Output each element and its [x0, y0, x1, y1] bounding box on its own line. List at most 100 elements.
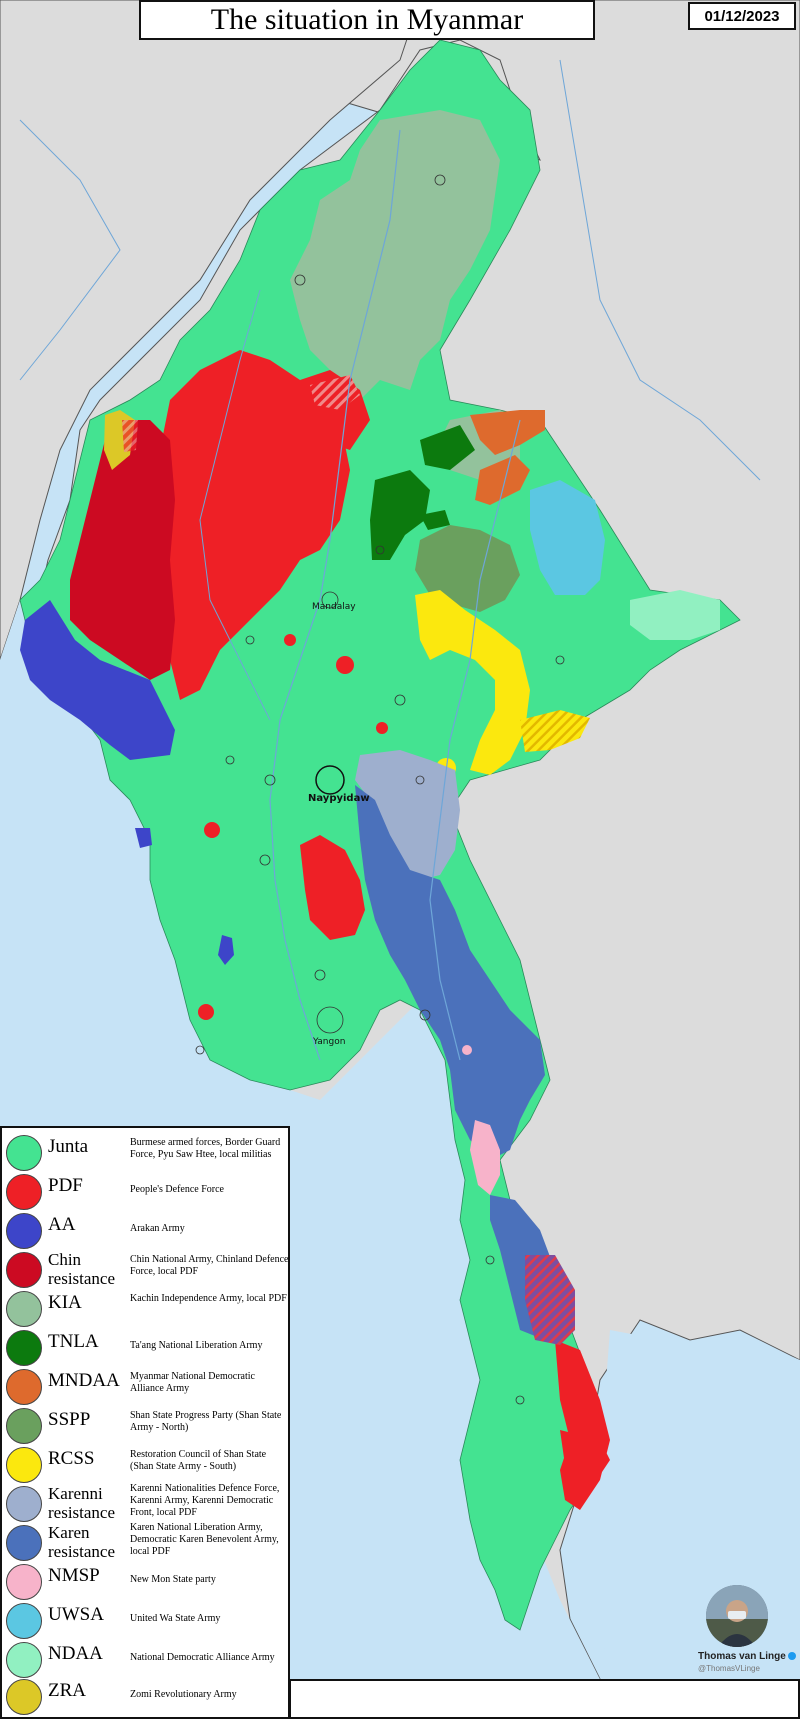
legend-swatch	[6, 1525, 42, 1561]
pdf-territory-south	[560, 1430, 610, 1500]
legend-swatch	[6, 1564, 42, 1600]
karenni-territory	[355, 750, 460, 880]
map-title: The situation in Myanmar	[139, 0, 595, 40]
pdf-territory-sagaing	[150, 350, 350, 700]
legend-item-ndaa: NDAA National Democratic Alliance Army	[2, 1641, 290, 1679]
legend-swatch	[6, 1447, 42, 1483]
legend-item-junta: Junta Burmese armed forces, Border Guard…	[2, 1134, 290, 1172]
chindwin-river	[199, 289, 271, 721]
pdf-pocket-1	[336, 656, 354, 674]
legend-name: Karen resistance	[48, 1523, 116, 1561]
nmsp-territory	[470, 1120, 500, 1195]
legend-item-chin-resistance: Chin resistance Chin National Army, Chin…	[2, 1250, 290, 1289]
verified-badge-icon	[787, 1652, 796, 1661]
author-handle: @ThomasVLinge	[698, 1664, 760, 1673]
legend-item-nmsp: NMSP New Mon State party	[2, 1563, 290, 1601]
legend-swatch	[6, 1252, 42, 1288]
neighbour-river-east	[559, 59, 761, 481]
pdf-territory-magway	[300, 835, 365, 940]
footer-box	[289, 1679, 800, 1719]
town-markers	[195, 174, 565, 1405]
legend-item-mndaa: MNDAA Myanmar National Democratic Allian…	[2, 1368, 290, 1406]
legend-item-uwsa: UWSA United Wa State Army	[2, 1602, 290, 1640]
legend-item-karen-resistance: Karen resistance Karen National Liberati…	[2, 1522, 290, 1562]
legend-item-karenni-resistance: Karenni resistance Karenni Nationalities…	[2, 1483, 290, 1523]
irrawaddy-river	[269, 129, 401, 1061]
legend-swatch	[6, 1330, 42, 1366]
rcss-territory	[415, 590, 530, 775]
legend-description: Zomi Revolutionary Army	[130, 1689, 237, 1700]
pdf-pocket-5	[376, 722, 388, 734]
legend-name: AA	[48, 1214, 76, 1235]
rcss-hatched-area	[520, 710, 590, 752]
legend: Junta Burmese armed forces, Border Guard…	[0, 1126, 290, 1719]
karen-hatched-area	[525, 1255, 575, 1345]
aa-pocket-1	[218, 935, 234, 965]
uwsa-territory	[530, 480, 605, 595]
legend-swatch	[6, 1642, 42, 1678]
nmsp-pocket	[462, 1045, 472, 1055]
zra-hatched-area	[122, 420, 138, 452]
mandalay-label: Mandalay	[312, 602, 356, 612]
legend-swatch	[6, 1291, 42, 1327]
mndaa-territory	[470, 410, 545, 455]
neighbour-river-west	[19, 119, 121, 381]
legend-item-pdf: PDF People's Defence Force	[2, 1173, 290, 1211]
tnla-territory-north	[420, 425, 475, 470]
legend-item-kia: KIA Kachin Independence Army, local PDF	[2, 1290, 290, 1328]
legend-name: RCSS	[48, 1448, 95, 1469]
naypyidaw-marker	[315, 765, 345, 795]
avatar	[706, 1585, 768, 1647]
legend-description: Karen National Liberation Army, Democrat…	[130, 1522, 279, 1557]
author-name-text: Thomas van Linge	[698, 1651, 786, 1662]
legend-name: SSPP	[48, 1409, 91, 1430]
legend-name: TNLA	[48, 1331, 99, 1352]
legend-item-rcss: RCSS Restoration Council of Shan State (…	[2, 1446, 290, 1484]
legend-name: MNDAA	[48, 1370, 120, 1391]
tnla-territory-east	[420, 510, 450, 530]
legend-swatch	[6, 1174, 42, 1210]
legend-swatch	[6, 1408, 42, 1444]
sspp-territory	[415, 525, 520, 612]
chin-resistance-territory	[70, 420, 175, 680]
legend-swatch	[6, 1369, 42, 1405]
legend-name: Chin resistance	[48, 1250, 116, 1288]
karen-territory	[355, 785, 545, 1160]
yangon-label: Yangon	[312, 1037, 345, 1047]
legend-description: Burmese armed forces, Border Guard Force…	[130, 1137, 281, 1160]
kia-territory	[290, 110, 500, 400]
legend-name: Junta	[48, 1136, 89, 1157]
legend-description: Restoration Council of Shan State (Shan …	[130, 1449, 267, 1472]
legend-description: National Democratic Alliance Army	[130, 1652, 275, 1663]
legend-swatch	[6, 1213, 42, 1249]
legend-description: New Mon State party	[130, 1574, 216, 1585]
author-credit: Thomas van Linge @ThomasVLinge	[698, 1585, 800, 1675]
legend-name: NDAA	[48, 1643, 103, 1664]
legend-swatch	[6, 1603, 42, 1639]
legend-description: People's Defence Force	[130, 1184, 224, 1195]
legend-name: Karenni resistance	[48, 1484, 116, 1522]
legend-item-tnla: TNLA Ta'ang National Liberation Army	[2, 1329, 290, 1367]
legend-description: Myanmar National Democratic Alliance Arm…	[130, 1371, 255, 1394]
legend-name: ZRA	[48, 1680, 86, 1701]
legend-description: Ta'ang National Liberation Army	[130, 1340, 263, 1351]
legend-description: United Wa State Army	[130, 1613, 221, 1624]
legend-name: NMSP	[48, 1565, 100, 1586]
legend-description: Chin National Army, Chinland Defence For…	[130, 1254, 289, 1277]
tnla-territory	[370, 470, 430, 560]
legend-description: Shan State Progress Party (Shan State Ar…	[130, 1410, 282, 1433]
legend-name: KIA	[48, 1292, 82, 1313]
author-name: Thomas van Linge	[698, 1651, 796, 1662]
mndaa-territory-south	[475, 455, 530, 505]
legend-description: Kachin Independence Army, local PDF	[130, 1293, 287, 1304]
salween-river	[429, 419, 521, 1061]
pdf-pocket-6	[284, 634, 296, 646]
legend-item-sspp: SSPP Shan State Progress Party (Shan Sta…	[2, 1407, 290, 1445]
legend-item-zra: ZRA Zomi Revolutionary Army	[2, 1678, 290, 1716]
naypyidaw-label: Naypyidaw	[308, 793, 370, 804]
legend-item-aa: AA Arakan Army	[2, 1212, 290, 1250]
legend-swatch	[6, 1135, 42, 1171]
legend-swatch	[6, 1679, 42, 1715]
pdf-pocket-3	[198, 1004, 214, 1020]
map-date: 01/12/2023	[688, 2, 796, 30]
